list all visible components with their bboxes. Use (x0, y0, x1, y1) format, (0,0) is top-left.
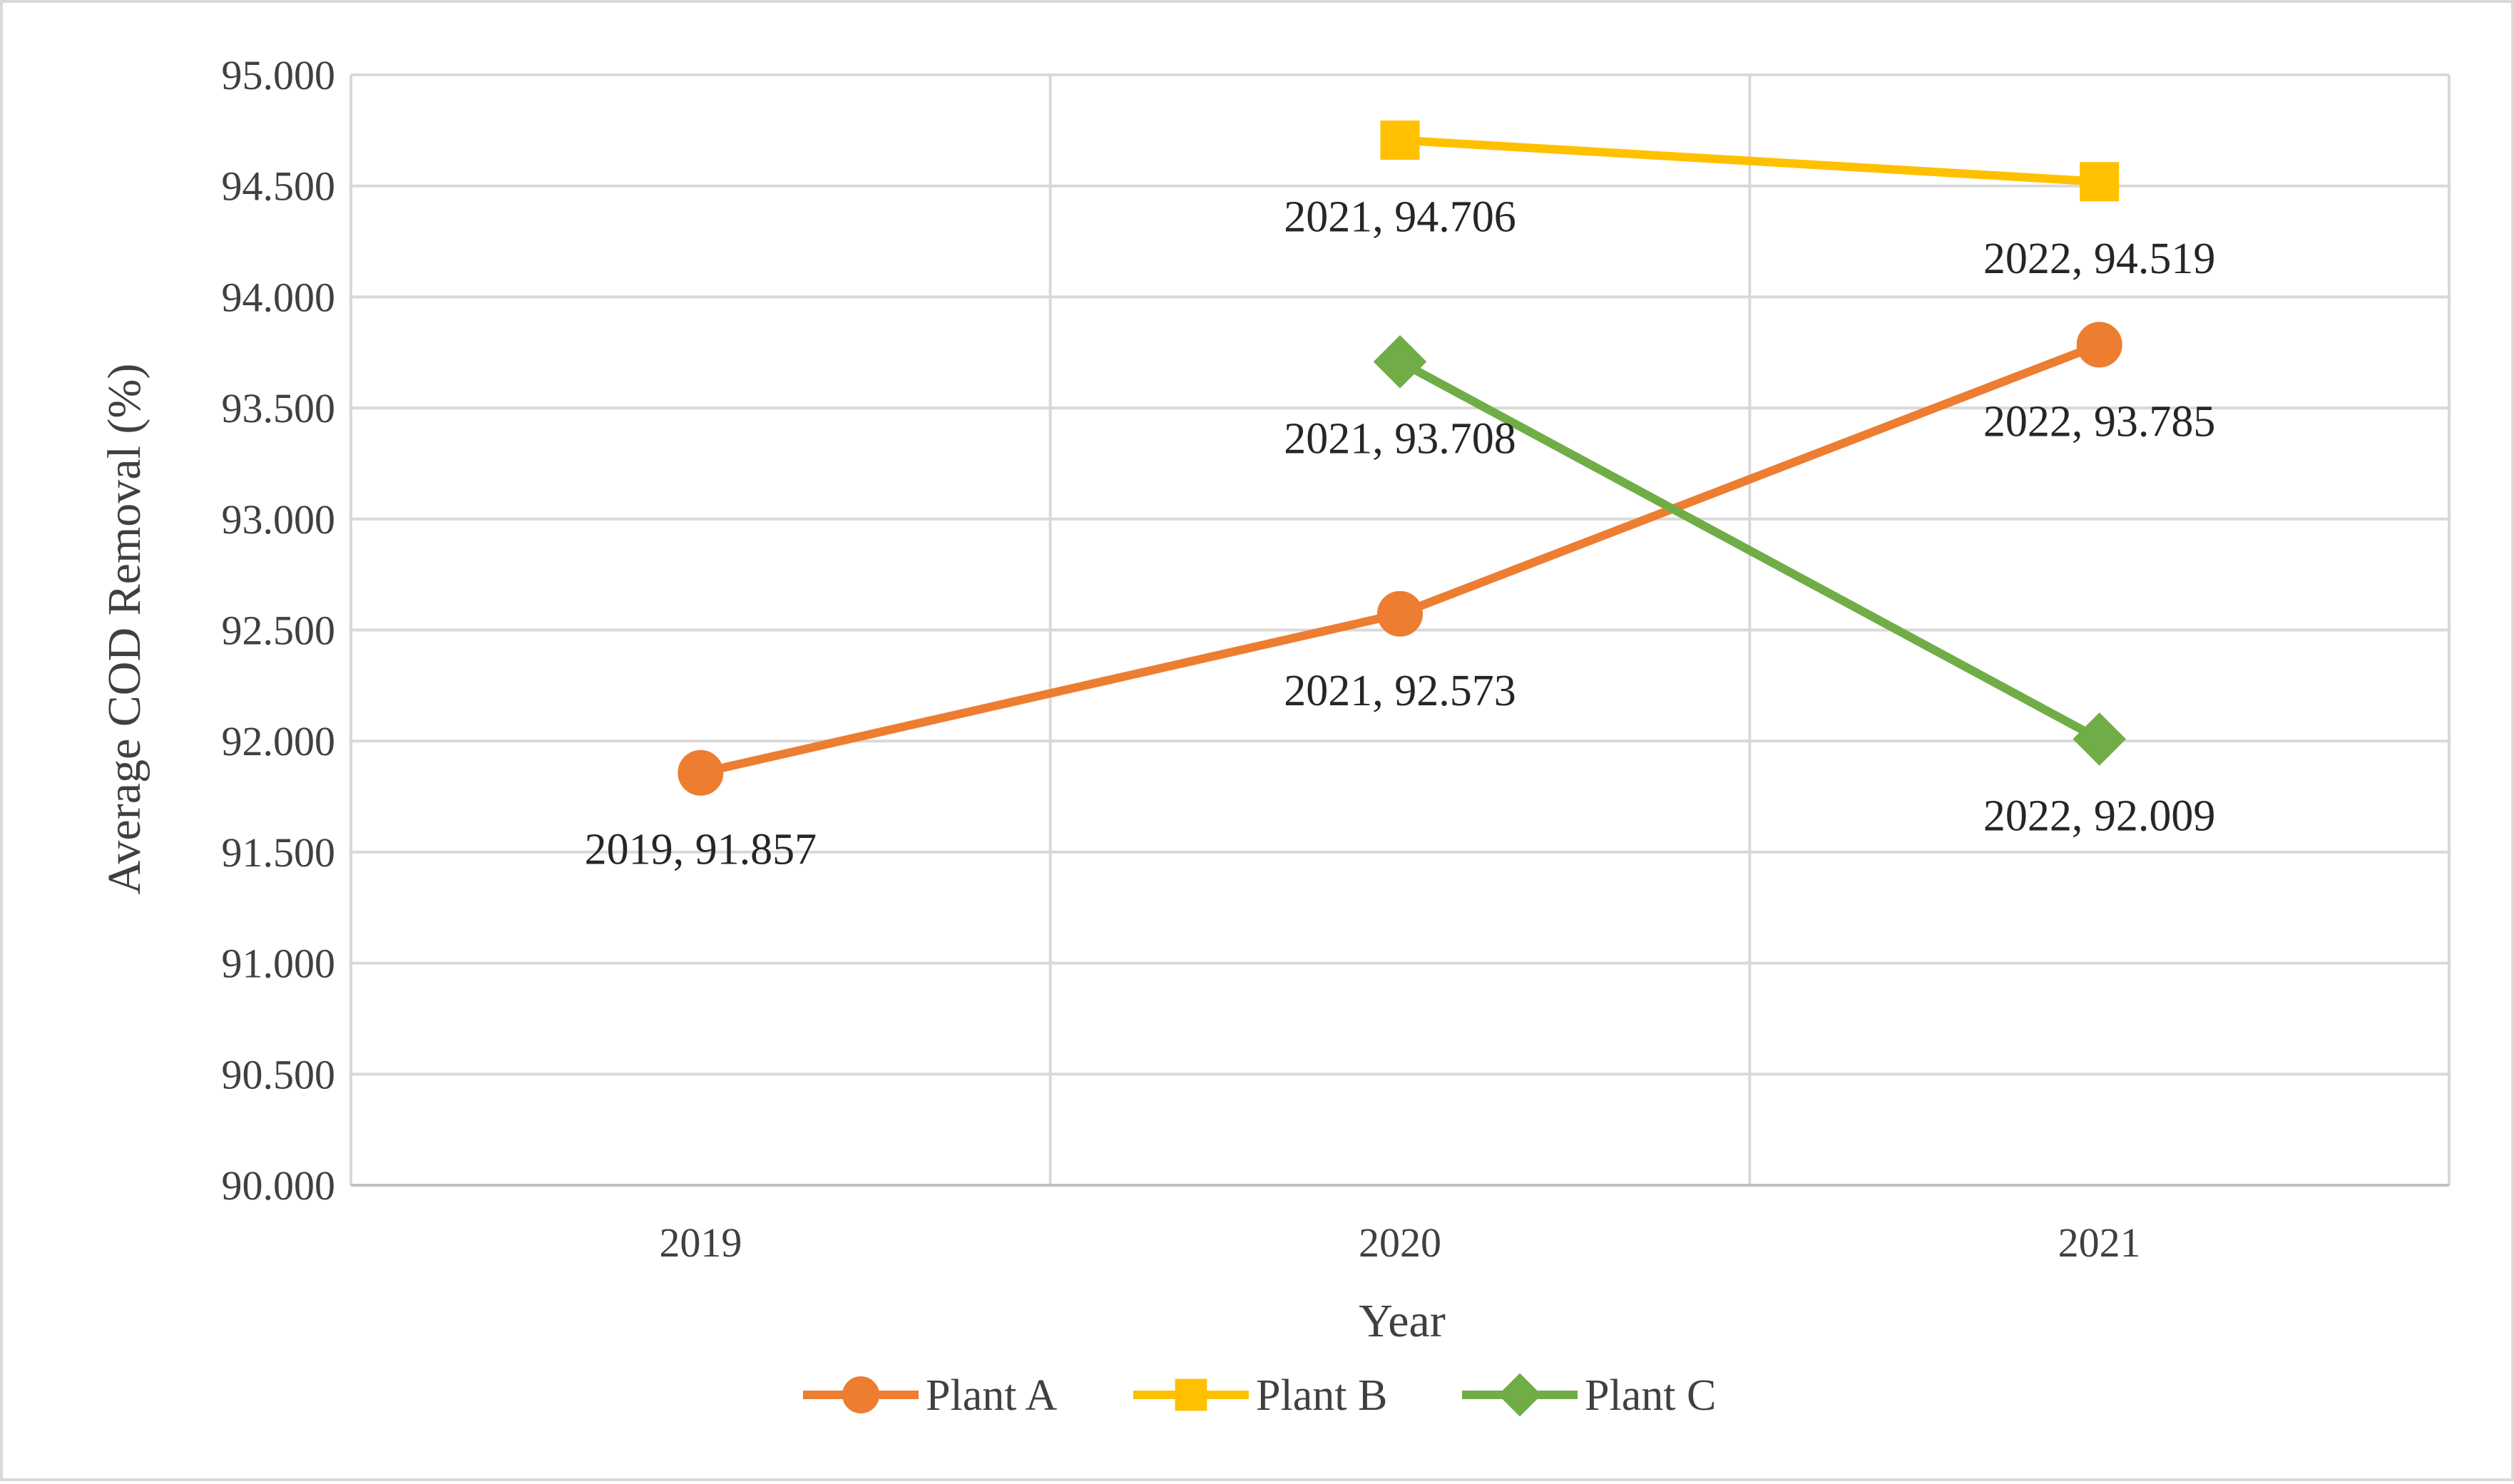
data-labels: 2019, 91.857 2021, 92.573 2022, 93.785 2021… (585, 193, 2216, 874)
legend-label-plant-a: Plant A (926, 1371, 1058, 1420)
plant-a-data-label: 2019, 91.857 (585, 826, 817, 874)
x-axis-title: Year (1359, 1295, 1446, 1347)
y-tick-label: 90.500 (222, 1051, 336, 1097)
y-tick-label: 90.000 (222, 1162, 336, 1209)
series-lines (678, 121, 2126, 796)
legend: Plant A Plant B Plant C (803, 1371, 1716, 1420)
y-tick-label: 94.500 (222, 163, 336, 210)
plant-b-data-label: 2021, 94.706 (1284, 193, 1516, 242)
plant-a-data-label: 2022, 93.785 (1983, 397, 2216, 446)
legend-marker-plant-b (1175, 1378, 1207, 1411)
y-tick-label: 95.000 (222, 52, 336, 98)
plant-a-data-label: 2021, 92.573 (1284, 667, 1516, 715)
x-tick-label: 2019 (659, 1219, 742, 1266)
y-tick-label: 92.500 (222, 608, 336, 654)
y-tick-label: 91.500 (222, 829, 336, 876)
plant-c-data-label: 2022, 92.009 (1983, 792, 2216, 840)
plant-a-marker (1377, 590, 1423, 637)
legend-marker-plant-a (842, 1376, 879, 1413)
x-tick-label: 2021 (2058, 1219, 2141, 1266)
x-tick-label: 2020 (1359, 1219, 1441, 1266)
legend-label-plant-b: Plant B (1256, 1371, 1387, 1420)
y-tick-label: 92.000 (222, 718, 336, 764)
plant-c-marker (2073, 712, 2126, 766)
line-chart: 90.000 90.500 91.000 91.500 92.000 92.500 93.0… (98, 52, 2451, 1420)
plant-c-marker (1373, 335, 1427, 389)
plant-b-marker (2080, 162, 2120, 202)
plant-c-data-label: 2021, 93.708 (1284, 414, 1516, 463)
legend-label-plant-c: Plant C (1585, 1371, 1716, 1420)
x-axis-ticks: 2019 2020 2021 (659, 1219, 2140, 1266)
plant-b-marker (1380, 121, 1420, 160)
y-tick-label: 94.000 (222, 274, 336, 320)
plant-b-data-label: 2022, 94.519 (1983, 235, 2216, 283)
y-tick-label: 93.000 (222, 496, 336, 543)
y-tick-label: 91.000 (222, 941, 336, 987)
plant-b-line (1399, 135, 2100, 186)
y-axis-ticks: 90.000 90.500 91.000 91.500 92.000 92.500 93.0… (222, 52, 336, 1209)
plant-a-marker (2076, 322, 2122, 368)
y-axis-title: Average COD Removal (%) (98, 364, 150, 895)
y-tick-label: 93.500 (222, 385, 336, 431)
legend-marker-plant-c (1498, 1373, 1542, 1417)
plant-c-line (1398, 358, 2102, 743)
plant-a-marker (678, 749, 724, 796)
